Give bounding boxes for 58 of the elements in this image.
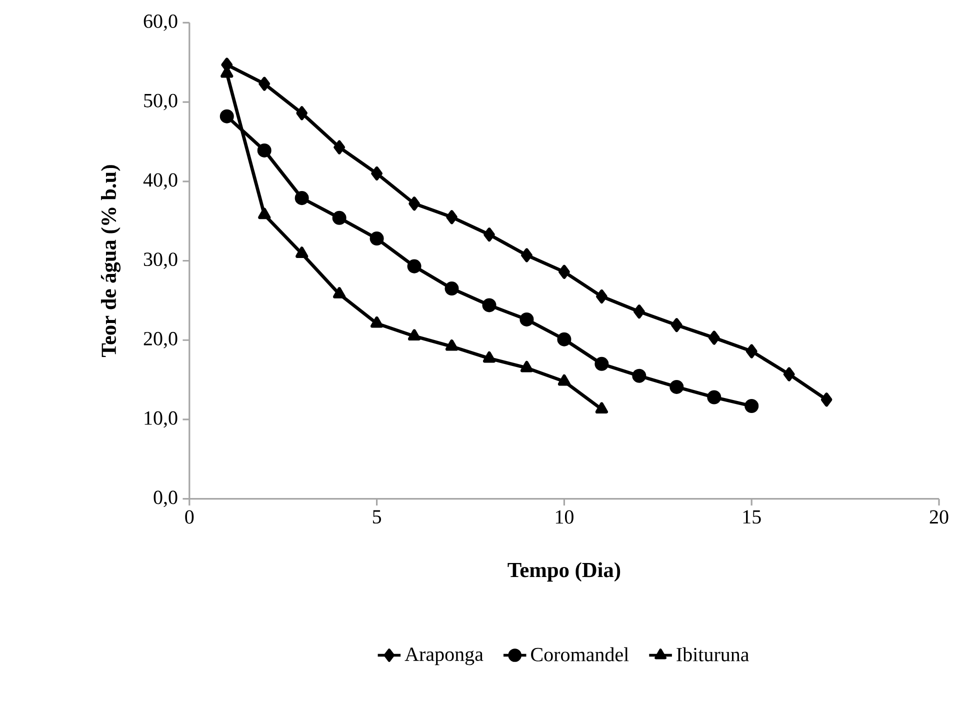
x-axis-title: Tempo (Dia)	[508, 562, 620, 582]
point	[444, 281, 459, 296]
point	[820, 392, 832, 407]
x-tick-label: 15	[743, 510, 761, 524]
y-tick-label: 40,0	[143, 173, 178, 190]
point	[482, 351, 496, 363]
y-tick-label: 50,0	[144, 94, 178, 110]
point	[408, 329, 421, 340]
point	[521, 248, 532, 262]
point	[633, 304, 645, 318]
point	[744, 398, 759, 413]
point	[296, 106, 308, 120]
x-tick-label: 0	[185, 510, 194, 524]
y-tick-label: 30,0	[144, 252, 178, 269]
point	[594, 356, 609, 371]
point	[294, 190, 309, 205]
point	[746, 344, 758, 358]
point	[670, 318, 682, 332]
legend-label: Ibituruna	[676, 647, 749, 662]
y-axis-title: Teor de água (% b.u)	[100, 165, 121, 357]
point	[258, 208, 271, 219]
legend-label: Araponga	[404, 648, 484, 666]
point	[370, 316, 384, 328]
point	[557, 332, 572, 346]
y-tick-label: 0,0	[154, 490, 178, 507]
point	[520, 312, 534, 326]
point	[596, 289, 608, 304]
point	[334, 140, 345, 154]
x-tick-label: 5	[372, 510, 382, 524]
x-tick-label: 20	[930, 510, 948, 524]
point	[632, 368, 646, 383]
y-tick-label: 20,0	[144, 332, 178, 348]
legend-label: Coromandel	[531, 647, 629, 662]
point	[558, 264, 570, 279]
point	[258, 76, 270, 91]
point	[783, 367, 795, 382]
point	[707, 390, 722, 404]
point	[371, 166, 382, 180]
point	[257, 143, 272, 158]
point	[484, 227, 495, 242]
x-tick-label: 10	[556, 510, 574, 524]
point	[558, 374, 570, 386]
point	[670, 380, 684, 394]
point	[482, 298, 496, 312]
y-tick-label: 60,0	[144, 14, 178, 31]
point	[445, 339, 458, 351]
point	[708, 330, 720, 345]
point	[408, 196, 420, 210]
point	[370, 231, 384, 246]
y-tick-label: 10,0	[144, 411, 178, 428]
point	[446, 210, 458, 224]
point	[595, 402, 608, 414]
point	[332, 210, 346, 225]
point	[296, 246, 308, 258]
point	[333, 286, 346, 298]
point	[220, 109, 234, 124]
point	[520, 360, 534, 372]
point	[407, 259, 422, 274]
